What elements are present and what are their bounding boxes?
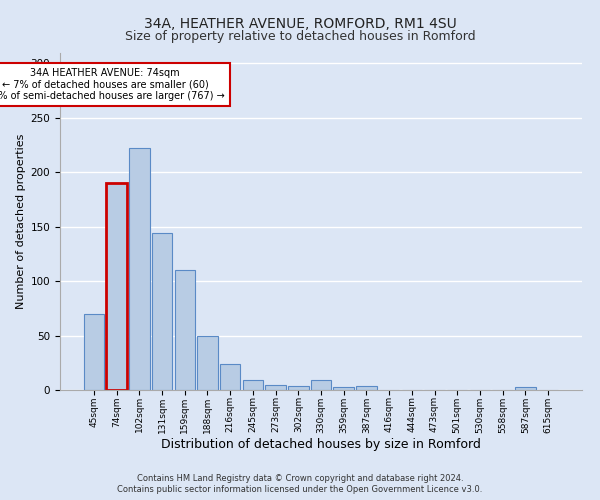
- Bar: [356, 386, 377, 390]
- Bar: [515, 386, 536, 390]
- Bar: [265, 384, 286, 390]
- Text: 34A HEATHER AVENUE: 74sqm
← 7% of detached houses are smaller (60)
92% of semi-d: 34A HEATHER AVENUE: 74sqm ← 7% of detach…: [0, 68, 224, 101]
- Bar: [197, 336, 218, 390]
- Text: Size of property relative to detached houses in Romford: Size of property relative to detached ho…: [125, 30, 475, 43]
- Bar: [311, 380, 331, 390]
- Bar: [175, 270, 195, 390]
- Text: 34A, HEATHER AVENUE, ROMFORD, RM1 4SU: 34A, HEATHER AVENUE, ROMFORD, RM1 4SU: [143, 18, 457, 32]
- Bar: [106, 183, 127, 390]
- Bar: [152, 233, 172, 390]
- Bar: [242, 380, 263, 390]
- Y-axis label: Number of detached properties: Number of detached properties: [16, 134, 26, 309]
- Bar: [288, 386, 308, 390]
- Bar: [84, 314, 104, 390]
- Text: Contains HM Land Registry data © Crown copyright and database right 2024.
Contai: Contains HM Land Registry data © Crown c…: [118, 474, 482, 494]
- Bar: [220, 364, 241, 390]
- Bar: [129, 148, 149, 390]
- Bar: [334, 386, 354, 390]
- X-axis label: Distribution of detached houses by size in Romford: Distribution of detached houses by size …: [161, 438, 481, 451]
